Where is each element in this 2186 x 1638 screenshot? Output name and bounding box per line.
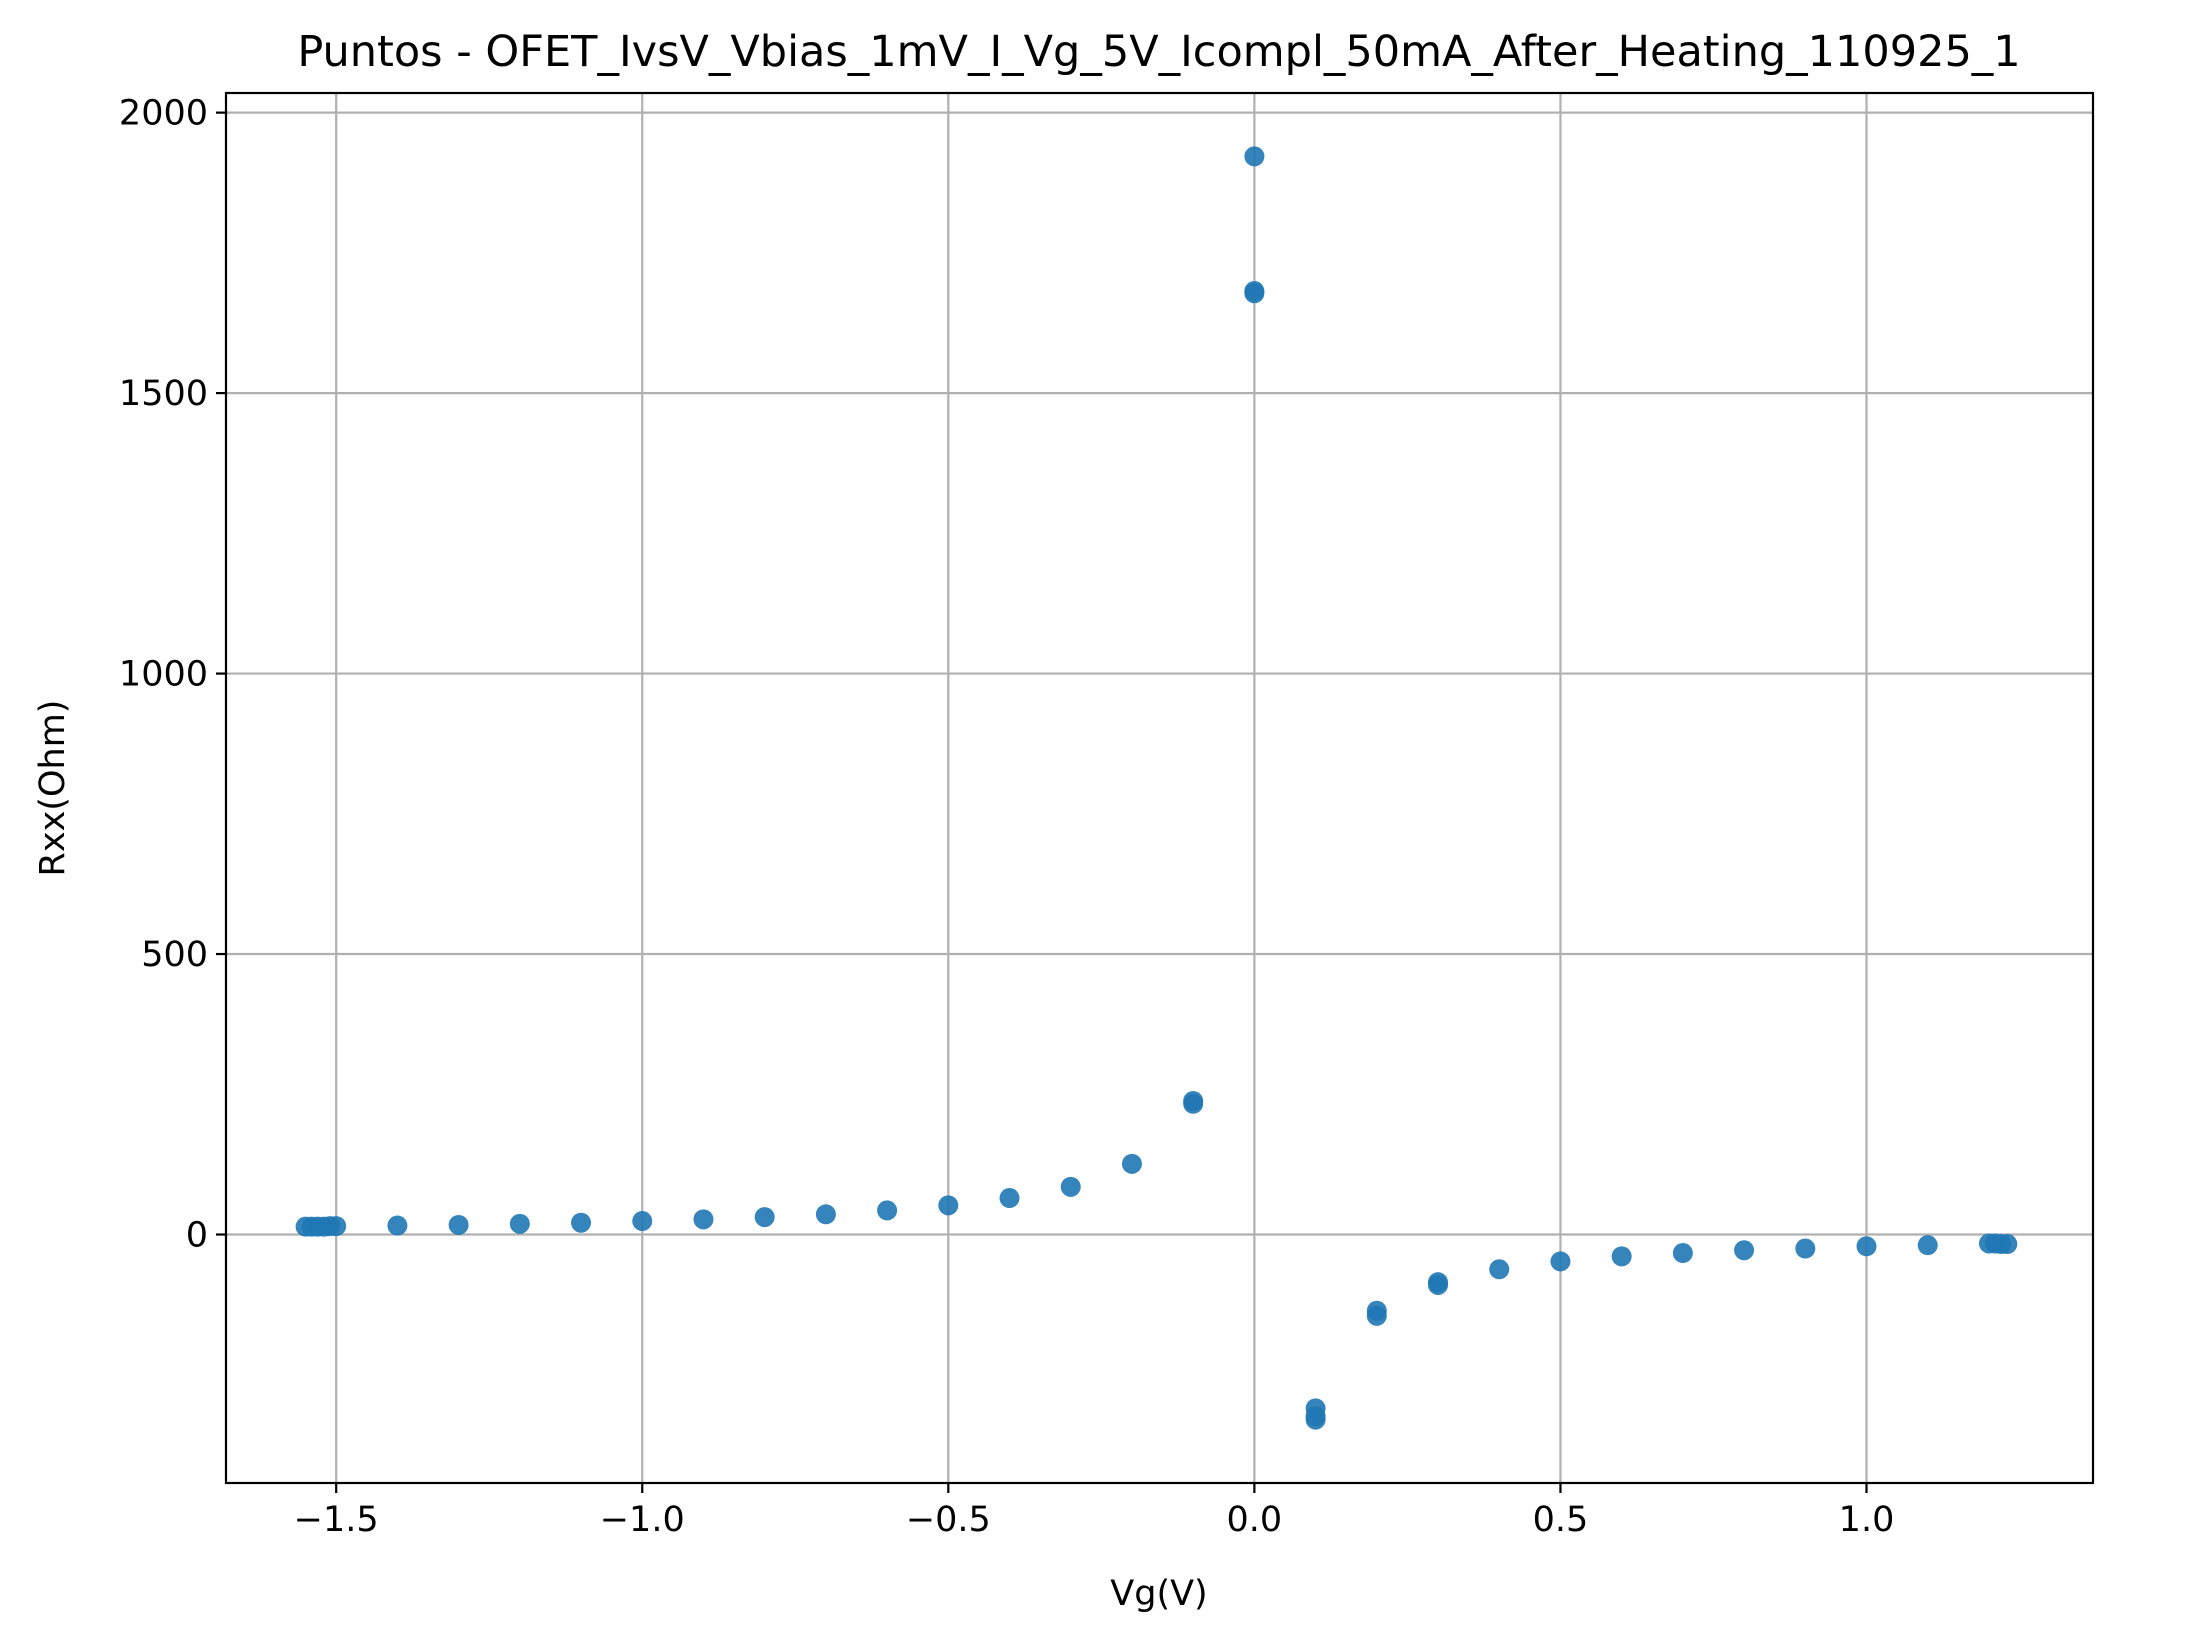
x-tick-label: −0.5 (906, 1500, 991, 1540)
data-point (1244, 146, 1265, 167)
y-tick-label: 1000 (119, 655, 208, 695)
data-point (1997, 1234, 2018, 1255)
axis-ticks: −1.5 −1.0 −0.5 0.0 0.5 1.0 0 500 1000 1500 2000 (119, 94, 1894, 1540)
data-point (938, 1195, 959, 1216)
data-point (877, 1200, 898, 1221)
x-tick-label: 0.0 (1227, 1500, 1283, 1540)
data-point (1305, 1409, 1326, 1430)
data-point (326, 1216, 347, 1237)
data-point (1366, 1305, 1387, 1326)
y-tick-label: 500 (141, 935, 208, 975)
grid-lines (226, 93, 2093, 1483)
data-point (1428, 1274, 1449, 1295)
data-point (1734, 1240, 1755, 1261)
chart-title: Puntos - OFET_IvsV_Vbias_1mV_I_Vg_5V_Ico… (297, 27, 2020, 77)
data-point (1672, 1243, 1693, 1264)
data-point (1183, 1093, 1204, 1114)
y-tick-label: 1500 (119, 374, 208, 414)
data-point (815, 1204, 836, 1225)
data-point (754, 1207, 775, 1228)
x-tick-label: −1.5 (294, 1500, 379, 1540)
data-point (387, 1215, 408, 1236)
data-point (571, 1212, 592, 1233)
x-tick-label: 0.5 (1533, 1500, 1589, 1540)
plot-frame (224, 91, 2095, 1485)
x-tick-label: −1.0 (600, 1500, 685, 1540)
data-point (1060, 1176, 1081, 1197)
data-point (1550, 1251, 1571, 1272)
x-axis-label: Vg(V) (1110, 1574, 1207, 1614)
data-point (1489, 1259, 1510, 1280)
data-point (1795, 1238, 1816, 1259)
data-point (1244, 283, 1265, 304)
data-point (1917, 1235, 1938, 1256)
data-point (632, 1211, 653, 1232)
data-point (693, 1209, 714, 1230)
data-point (1856, 1236, 1877, 1257)
data-point (1121, 1153, 1142, 1174)
data-point (448, 1214, 469, 1235)
y-tick-label: 2000 (119, 94, 208, 134)
x-tick-label: 1.0 (1839, 1500, 1895, 1540)
data-point (999, 1188, 1020, 1209)
data-point (1611, 1246, 1632, 1267)
y-axis-label: Rxx(Ohm) (33, 700, 73, 877)
y-tick-label: 0 (186, 1216, 208, 1256)
data-points (295, 146, 2018, 1430)
data-point (509, 1213, 530, 1234)
